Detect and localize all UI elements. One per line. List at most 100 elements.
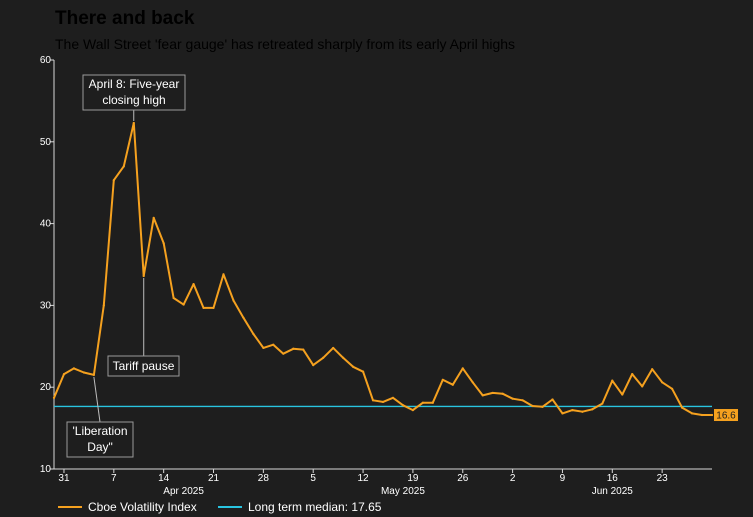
y-tick-label: 60 [40, 55, 52, 66]
data-point [172, 296, 175, 300]
x-tick-label: 5 [310, 473, 316, 484]
data-point [72, 367, 76, 370]
data-point [351, 365, 355, 368]
data-point [481, 394, 484, 397]
last-value-badge [714, 409, 738, 422]
x-tick-label: 12 [357, 473, 369, 484]
data-point [591, 408, 594, 411]
data-point [501, 392, 504, 395]
data-point [222, 273, 225, 276]
data-point [322, 356, 325, 359]
data-point [441, 378, 444, 381]
data-point [102, 304, 105, 307]
annotation-text: closing high [102, 93, 165, 107]
data-point [561, 412, 564, 415]
data-point [52, 396, 56, 399]
annotations: April 8: Five-year closing high Tariff pau… [66, 74, 186, 458]
data-point [491, 391, 494, 395]
x-tick-label: 26 [457, 473, 469, 484]
data-point [541, 405, 544, 408]
data-point [232, 299, 235, 302]
legend-label: Long term median: 17.65 [248, 500, 382, 514]
data-point [651, 368, 654, 371]
data-point [690, 412, 694, 415]
data-point [361, 370, 365, 373]
data-point [700, 413, 704, 417]
data-point [132, 121, 135, 125]
data-point [571, 409, 574, 412]
data-point [451, 383, 454, 386]
data-point [671, 387, 674, 390]
y-tick-label: 30 [40, 300, 52, 311]
x-month-label: May 2025 [381, 486, 425, 497]
data-point [680, 406, 684, 409]
data-point [312, 364, 315, 367]
data-point [112, 179, 115, 182]
data-point [252, 332, 255, 336]
annotation-text: 'Liberation [73, 424, 128, 438]
data-point [92, 373, 95, 377]
data-point [302, 348, 305, 351]
annotation-leader [93, 376, 101, 423]
data-point [391, 396, 395, 399]
series-group: 16.6 [52, 121, 738, 422]
annotation-text: Day" [87, 440, 113, 454]
x-tick-label: 14 [158, 473, 170, 484]
annotation-box [107, 355, 180, 377]
data-point [142, 274, 145, 278]
data-point [242, 316, 245, 319]
data-point [431, 401, 434, 404]
axes: 10 20 30 40 50 60 31 7 14 21 28 5 12 19 26 2 9 16 23 Apr 20… [40, 55, 712, 497]
data-point [511, 397, 514, 400]
x-tick-label: 19 [407, 473, 419, 484]
data-point [212, 306, 215, 309]
x-month-label: Jun 2025 [592, 486, 634, 497]
data-point [332, 346, 335, 350]
data-point [521, 399, 524, 402]
data-point [531, 404, 534, 408]
legend-label: Cboe Volatility Index [88, 500, 197, 514]
annotation-box [82, 74, 186, 111]
data-point [162, 242, 165, 245]
data-point [122, 165, 125, 168]
x-tick-label: 9 [560, 473, 566, 484]
data-point [471, 381, 474, 384]
chart-subtitle: The Wall Street 'fear gauge' has retreat… [55, 36, 515, 52]
x-month-label: Apr 2025 [163, 486, 204, 497]
data-point [62, 373, 66, 376]
data-point [581, 410, 584, 413]
y-tick-label: 10 [40, 464, 52, 475]
data-point [551, 398, 554, 401]
data-point [182, 303, 185, 306]
data-point [611, 379, 614, 382]
x-tick-label: 31 [58, 473, 70, 484]
data-point [202, 306, 205, 309]
last-value-label: 16.6 [716, 411, 736, 422]
data-point [710, 413, 714, 417]
data-point [641, 385, 644, 388]
data-point [342, 356, 345, 359]
data-point [282, 352, 285, 355]
data-point [82, 371, 86, 374]
data-point [631, 373, 634, 376]
data-point [292, 347, 295, 350]
y-tick-label: 50 [40, 137, 52, 148]
x-tick-label: 2 [510, 473, 516, 484]
annotation-text: Tariff pause [113, 359, 175, 373]
annotation-text: April 8: Five-year [89, 77, 180, 91]
data-point [601, 402, 604, 405]
x-tick-label: 28 [258, 473, 270, 484]
legend: Cboe Volatility Index Long term median: 1… [58, 500, 382, 514]
x-tick-label: 16 [607, 473, 619, 484]
y-tick-label: 40 [40, 219, 52, 230]
data-point [192, 283, 195, 286]
data-point [152, 216, 155, 219]
data-point [272, 343, 275, 346]
annotation-box [66, 421, 134, 458]
x-tick-label: 7 [111, 473, 117, 484]
x-tick-label: 23 [657, 473, 669, 484]
data-point [371, 399, 375, 402]
data-point [411, 409, 415, 412]
y-tick-label: 20 [40, 382, 52, 393]
